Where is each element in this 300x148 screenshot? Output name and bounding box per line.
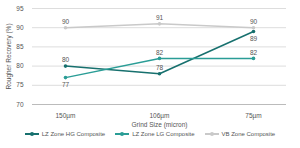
svg-text:80: 80 [16, 62, 24, 69]
svg-text:80: 80 [62, 56, 70, 63]
svg-text:77: 77 [62, 81, 70, 88]
html-text:LZ Zone LG Composite: LZ Zone LG Composite [132, 131, 195, 137]
svg-text:90: 90 [250, 18, 258, 25]
svg-text:85: 85 [16, 43, 24, 50]
svg-text:95: 95 [16, 5, 24, 12]
svg-text:82: 82 [156, 49, 164, 56]
svg-text:90: 90 [62, 18, 70, 25]
svg-text:150µm: 150µm [55, 112, 75, 120]
svg-text:78: 78 [156, 64, 164, 71]
svg-text:75µm: 75µm [245, 112, 261, 120]
svg-text:91: 91 [156, 14, 164, 21]
html-text:LZ Zone HG Composite: LZ Zone HG Composite [41, 131, 106, 137]
svg-text:Grind Size (micron): Grind Size (micron) [132, 121, 188, 129]
svg-text:82: 82 [250, 49, 258, 56]
svg-text:106µm: 106µm [149, 112, 169, 120]
svg-text:70: 70 [16, 101, 24, 108]
svg-text:89: 89 [250, 35, 258, 42]
svg-text:75: 75 [16, 81, 24, 88]
svg-text:90: 90 [16, 24, 24, 31]
html-text:VB Zone Composite: VB Zone Composite [221, 131, 276, 137]
svg-text:Rougher Recovery (%): Rougher Recovery (%) [5, 23, 13, 89]
